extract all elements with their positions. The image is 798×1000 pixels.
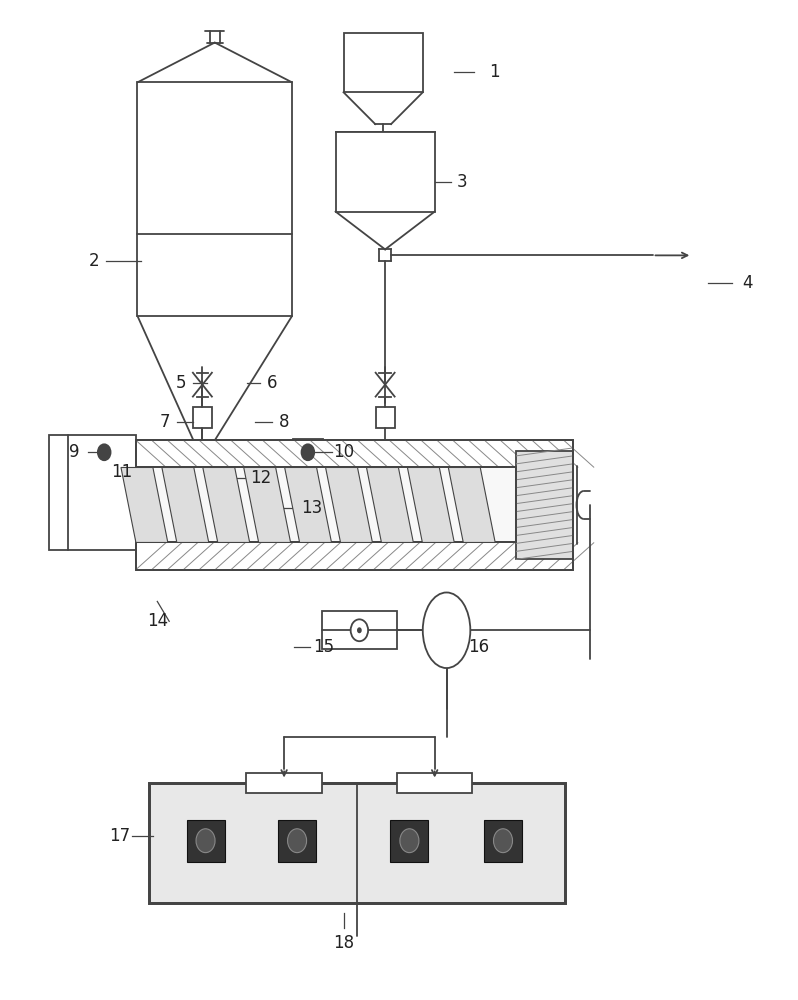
Polygon shape <box>366 467 413 542</box>
Text: 14: 14 <box>147 612 168 630</box>
Polygon shape <box>448 467 496 542</box>
Bar <box>149 783 566 903</box>
Text: 3: 3 <box>457 173 468 191</box>
Circle shape <box>302 444 314 460</box>
Circle shape <box>350 619 368 641</box>
Bar <box>149 783 566 903</box>
Text: 12: 12 <box>250 469 271 487</box>
Circle shape <box>196 829 215 853</box>
Bar <box>49 435 136 550</box>
Text: 8: 8 <box>279 413 290 431</box>
Bar <box>390 820 429 862</box>
Text: 15: 15 <box>313 638 334 656</box>
Text: 13: 13 <box>301 499 322 517</box>
Polygon shape <box>408 467 454 542</box>
Text: 4: 4 <box>742 274 753 292</box>
Bar <box>322 611 397 649</box>
Bar <box>187 820 224 862</box>
Bar <box>376 407 395 428</box>
Bar <box>136 440 573 570</box>
Ellipse shape <box>423 592 470 668</box>
Bar <box>193 407 212 428</box>
Text: 2: 2 <box>89 252 99 270</box>
Bar <box>336 132 435 212</box>
Bar <box>247 773 322 793</box>
Bar <box>484 820 522 862</box>
Circle shape <box>357 627 361 633</box>
Bar <box>343 33 423 92</box>
Polygon shape <box>243 467 290 542</box>
Bar <box>136 440 573 570</box>
Text: 7: 7 <box>160 413 171 431</box>
Bar <box>195 441 211 463</box>
Polygon shape <box>162 467 209 542</box>
Text: 5: 5 <box>176 374 186 392</box>
Text: 1: 1 <box>489 63 500 81</box>
Bar <box>136 467 516 542</box>
Bar <box>89 439 119 465</box>
Polygon shape <box>326 467 373 542</box>
Circle shape <box>98 444 111 460</box>
Text: 11: 11 <box>111 463 132 481</box>
Bar <box>136 440 573 570</box>
Circle shape <box>287 829 306 853</box>
Bar <box>516 451 573 559</box>
Polygon shape <box>121 467 168 542</box>
Text: 18: 18 <box>333 934 354 952</box>
Bar <box>397 773 472 793</box>
Bar <box>278 820 316 862</box>
Circle shape <box>400 829 419 853</box>
Polygon shape <box>285 467 331 542</box>
Bar <box>137 82 292 316</box>
Text: 6: 6 <box>267 374 278 392</box>
Bar <box>377 441 393 463</box>
Polygon shape <box>203 467 250 542</box>
Text: 10: 10 <box>333 443 354 461</box>
Circle shape <box>493 829 512 853</box>
Text: 16: 16 <box>468 638 489 656</box>
Text: 9: 9 <box>69 443 79 461</box>
Text: 17: 17 <box>109 827 131 845</box>
Bar <box>293 439 323 465</box>
